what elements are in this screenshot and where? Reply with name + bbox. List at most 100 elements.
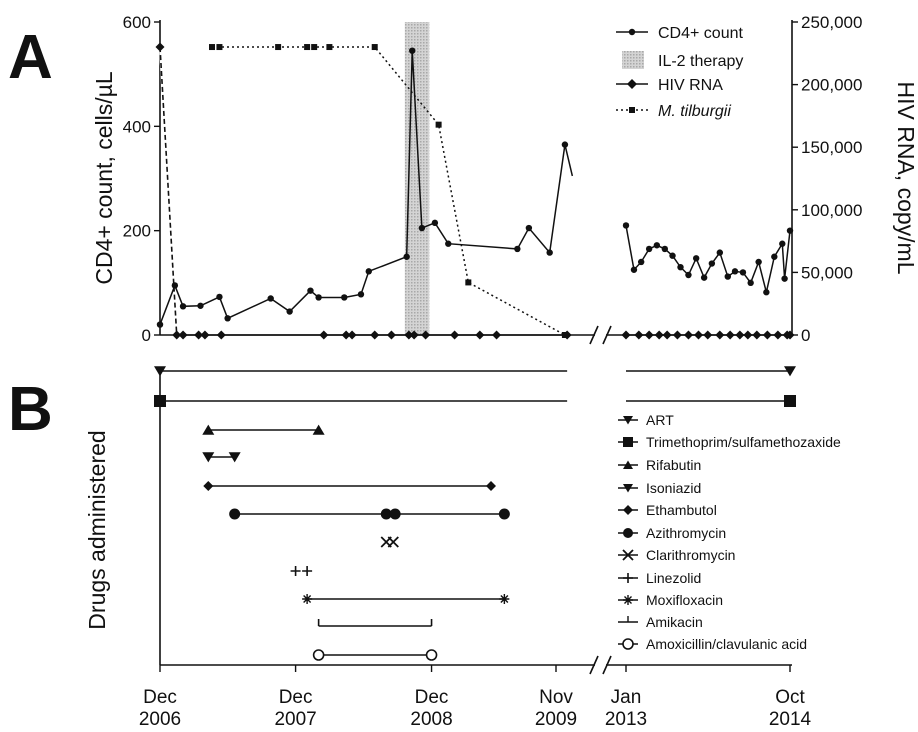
- cd4-point: [747, 279, 754, 287]
- axis-break-mark: [589, 325, 599, 345]
- drug-point: [203, 481, 214, 491]
- drug-legend-marker: [623, 460, 633, 469]
- drug-point: [229, 508, 241, 520]
- hiv-rna-point: [735, 330, 745, 340]
- hiv-rna-point: [347, 330, 357, 340]
- cd4-point: [341, 294, 348, 301]
- cd4-axis-label: CD4+ count, cells/µL: [91, 71, 117, 285]
- hiv-rna-point: [155, 42, 165, 52]
- x-tick-month: Dec: [143, 687, 177, 708]
- m-tilburgii-line: [212, 46, 566, 336]
- drug-legend-label: Clarithromycin: [646, 547, 735, 563]
- m-tilburgii-point: [216, 44, 223, 51]
- cd4-point: [755, 258, 762, 266]
- cd4-point: [418, 224, 426, 232]
- cd4-point: [677, 263, 684, 271]
- x-tick-year: 2013: [605, 709, 647, 727]
- hiv-rna-point: [762, 330, 772, 340]
- cd4-point: [630, 266, 638, 273]
- drug-legend-label: Rifabutin: [646, 457, 701, 473]
- hiv-rna-point: [319, 330, 329, 340]
- cd4-point: [561, 141, 569, 148]
- hiv-rna-point: [785, 330, 795, 340]
- cd4-point: [763, 289, 770, 296]
- hiv-rna-point: [475, 330, 485, 340]
- x-tick-year: 2009: [535, 709, 577, 727]
- hiv-rna-point: [621, 330, 631, 340]
- drug-legend-label: Ethambutol: [646, 502, 717, 518]
- hiv-rna-point: [662, 330, 672, 340]
- cd4-point: [653, 242, 661, 249]
- hiv-rna-axis-label: HIV RNA, copy/mL: [893, 82, 918, 275]
- x-tick-year: 2014: [769, 709, 812, 727]
- left-y-tick-label: 200: [123, 222, 151, 241]
- cd4-point: [357, 291, 365, 298]
- drug-legend-marker: [622, 638, 634, 650]
- hiv-rna-point: [341, 330, 351, 340]
- hiv-rna-point: [634, 330, 644, 340]
- x-tick-year: 2006: [139, 709, 181, 727]
- x-tick-month: Dec: [415, 687, 449, 708]
- cd4-point: [267, 295, 274, 302]
- drug-legend-marker: [623, 595, 633, 605]
- legend-mt-marker: [629, 107, 635, 113]
- drug-point: [202, 424, 215, 435]
- left-y-tick-label: 0: [142, 326, 151, 345]
- drug-legend-marker: [623, 505, 633, 515]
- hiv-rna-point: [644, 330, 654, 340]
- drug-point: [202, 452, 215, 463]
- drug-legend-label: Azithromycin: [646, 525, 726, 541]
- axis-break-gap: [596, 323, 606, 347]
- hiv-rna-point: [404, 330, 414, 340]
- drug-point: [784, 395, 796, 407]
- legend-il2-swatch: [622, 51, 644, 69]
- legend-il2-label: IL-2 therapy: [658, 53, 743, 70]
- drug-legend-label: Trimethoprim/sulfamethozaxide: [646, 434, 841, 450]
- legend-mt-label: M. tilburgii: [658, 103, 731, 120]
- hiv-rna-point: [370, 330, 380, 340]
- axis-break-mark: [589, 655, 599, 675]
- right-y-tick-label: 250,000: [801, 13, 862, 32]
- drug-point: [302, 594, 313, 604]
- hiv-rna-point: [654, 330, 664, 340]
- hiv-rna-point: [386, 330, 396, 340]
- x-tick-year: 2007: [274, 709, 316, 727]
- cd4-point: [661, 245, 669, 253]
- panel-b-label: B: [8, 375, 53, 444]
- hiv-rna-point: [743, 330, 753, 340]
- right-y-tick-label: 0: [801, 326, 810, 345]
- hiv-rna-point: [172, 330, 182, 340]
- drug-legend-marker: [623, 484, 633, 493]
- cd4-point: [216, 293, 223, 301]
- hiv-rna-point: [200, 330, 210, 340]
- hiv-rna-point: [703, 330, 713, 340]
- legend-cd4-label: CD4+ count: [658, 25, 743, 42]
- cd4-point: [637, 258, 645, 266]
- hiv-rna-point: [178, 330, 188, 340]
- x-tick-month: Nov: [539, 687, 573, 708]
- m-tilburgii-point: [371, 44, 378, 51]
- cd4-point: [197, 302, 204, 309]
- cd4-point: [779, 240, 786, 247]
- hiv-rna-point: [773, 330, 783, 340]
- cd4-point: [669, 252, 676, 259]
- hiv-rna-line: [159, 46, 568, 336]
- drug-legend-marker: [622, 549, 634, 561]
- cd4-point: [179, 303, 187, 310]
- m-tilburgii-point: [326, 44, 333, 51]
- drug-legend-marker: [623, 528, 633, 538]
- left-y-tick-label: 600: [123, 13, 151, 32]
- drug-point: [485, 481, 496, 491]
- cd4-point: [403, 253, 410, 260]
- axis-break-gap: [596, 653, 606, 677]
- m-tilburgii-point: [435, 121, 442, 128]
- cd4-point: [781, 275, 788, 282]
- drug-point: [499, 594, 510, 604]
- drug-legend-label: Moxifloxacin: [646, 592, 723, 608]
- cd4-point: [286, 308, 293, 315]
- cd4-point: [224, 315, 231, 322]
- right-y-tick-label: 100,000: [801, 201, 862, 220]
- cd4-point: [731, 268, 739, 275]
- drug-legend-label: ART: [646, 412, 674, 428]
- cd4-point: [692, 255, 700, 262]
